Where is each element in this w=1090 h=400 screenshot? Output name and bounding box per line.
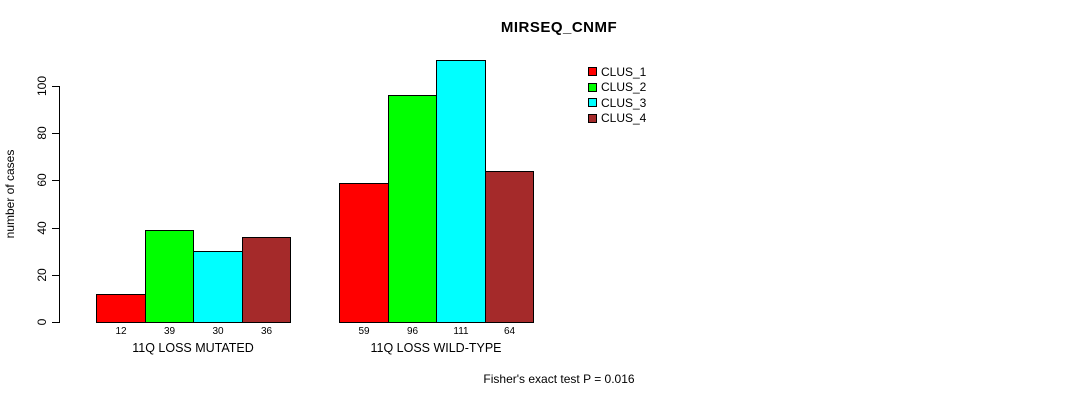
bar-clus_2 [145,230,194,323]
y-tick-label: 20 [35,268,49,282]
bar-clus_1 [339,183,389,323]
chart-title: MIRSEQ_CNMF [500,19,618,36]
bar-value-label: 59 [358,326,370,337]
y-tick-label: 0 [35,318,49,326]
x-category-label: 11Q LOSS WILD-TYPE [370,341,502,355]
y-tick-label: 80 [35,126,49,140]
y-tick-label: 60 [35,173,49,187]
legend-label: CLUS_1 [601,64,647,79]
bar-value-label: 96 [406,326,419,337]
legend-label: CLUS_4 [601,111,647,126]
legend-item: CLUS_3 [588,95,646,111]
y-tick [52,180,59,181]
y-tick-label: 40 [35,221,49,235]
bar-value-label: 39 [163,326,176,337]
legend-swatch [588,98,597,108]
bar-clus_4 [242,237,291,323]
legend-label: CLUS_3 [601,95,647,110]
y-tick [52,133,59,134]
y-tick [52,86,59,87]
legend-item: CLUS_2 [588,80,646,96]
bar-value-label: 64 [503,326,516,337]
legend-swatch [588,113,597,123]
y-axis-line [59,86,60,323]
y-tick [52,275,59,276]
y-tick [52,322,59,323]
y-tick [52,228,59,229]
bar-clus_1 [96,294,146,323]
legend-swatch [588,67,597,77]
bar-value-label: 111 [453,326,469,337]
legend-swatch [588,82,597,92]
bar-clus_4 [485,171,534,323]
bar-clus_3 [193,251,243,323]
y-tick-label: 100 [35,75,49,97]
bar-clus_2 [388,95,437,323]
legend: CLUS_1 CLUS_2 CLUS_3 CLUS_4 [588,64,646,126]
annotation-text: Fisher's exact test P = 0.016 [483,372,635,386]
bar-value-label: 12 [115,326,127,337]
legend-item: CLUS_1 [588,64,646,80]
legend-item: CLUS_4 [588,111,646,127]
y-axis-label: number of cases [3,149,17,239]
bar-value-label: 30 [212,326,224,337]
bar-clus_3 [436,60,486,323]
bar-value-label: 36 [260,326,273,337]
legend-label: CLUS_2 [601,80,647,95]
x-category-label: 11Q LOSS MUTATED [132,341,254,355]
